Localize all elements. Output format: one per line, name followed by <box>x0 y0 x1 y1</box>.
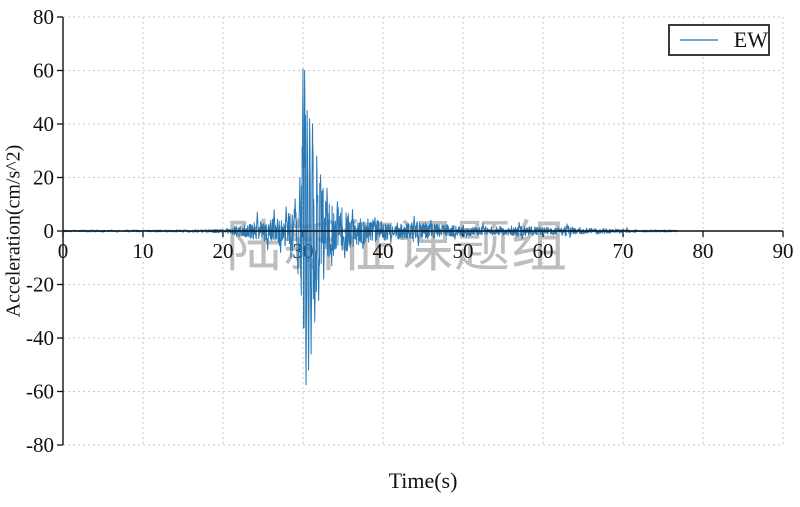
x-tick-label: 80 <box>693 239 714 263</box>
y-tick-label: 0 <box>44 219 55 243</box>
x-tick-label: 60 <box>533 239 554 263</box>
legend-line-sample <box>680 39 718 41</box>
y-tick-label: 20 <box>33 166 54 190</box>
x-tick-label: 10 <box>133 239 154 263</box>
y-tick-label: 80 <box>33 5 54 29</box>
x-tick-label: 90 <box>773 239 794 263</box>
y-axis-title: Acceleration(cm/s^2) <box>2 144 25 318</box>
y-tick-label: -20 <box>26 273 54 297</box>
y-tick-label: -40 <box>26 326 54 350</box>
y-tick-label: -80 <box>26 433 54 457</box>
legend-series-label: EW <box>733 27 768 52</box>
x-axis-title: Time(s) <box>388 468 458 493</box>
x-tick-label: 20 <box>213 239 234 263</box>
x-tick-label: 50 <box>453 239 474 263</box>
x-tick-label: 40 <box>373 239 394 263</box>
waveform-trace-ew <box>62 68 680 386</box>
y-tick-label: 40 <box>33 112 54 136</box>
y-tick-label: 60 <box>33 59 54 83</box>
x-tick-label: 70 <box>613 239 634 263</box>
legend: EW <box>668 24 770 56</box>
y-tick-label: -60 <box>26 380 54 404</box>
